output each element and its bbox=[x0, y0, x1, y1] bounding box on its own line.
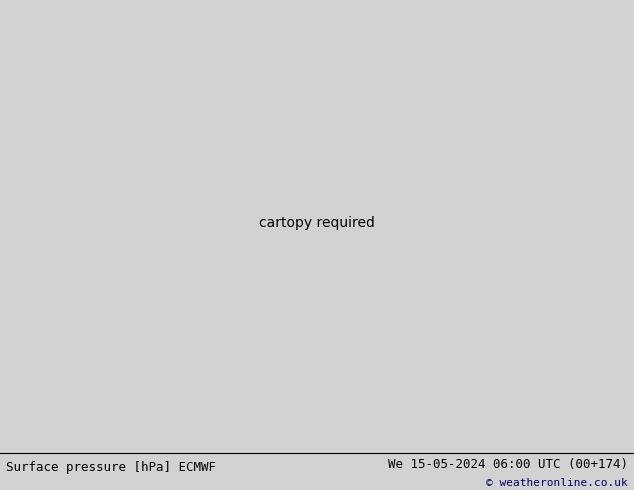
Text: cartopy required: cartopy required bbox=[259, 216, 375, 230]
Text: Surface pressure [hPa] ECMWF: Surface pressure [hPa] ECMWF bbox=[6, 462, 216, 474]
Text: We 15-05-2024 06:00 UTC (00+174): We 15-05-2024 06:00 UTC (00+174) bbox=[387, 458, 628, 471]
Text: © weatheronline.co.uk: © weatheronline.co.uk bbox=[486, 478, 628, 488]
